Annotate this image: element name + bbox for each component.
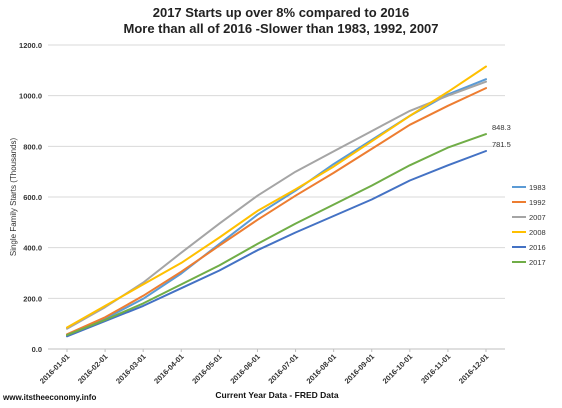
y-axis-label: Single Family Starts (Thousands) — [9, 138, 18, 257]
data-label-2017: 848.3 — [492, 123, 511, 132]
x-tick-label: 2016-09-01 — [343, 352, 376, 385]
chart-subtitle: More than all of 2016 -Slower than 1983,… — [123, 21, 439, 36]
y-tick-label: 1000.0 — [19, 92, 42, 101]
x-tick-label: 2016-01-01 — [38, 352, 71, 385]
x-tick-label: 2016-05-01 — [190, 352, 223, 385]
legend-label-1983: 1983 — [529, 183, 546, 192]
legend-label-2016: 2016 — [529, 243, 546, 252]
x-tick-label: 2016-02-01 — [76, 352, 109, 385]
x-tick-label: 2016-08-01 — [305, 352, 338, 385]
series-line-2016 — [66, 150, 487, 338]
x-tick-label: 2016-11-01 — [419, 352, 452, 385]
x-tick-label: 2016-03-01 — [114, 352, 147, 385]
x-tick-label: 2016-10-01 — [381, 352, 414, 385]
y-tick-label: 200.0 — [23, 294, 42, 303]
series-line-1992 — [66, 87, 487, 336]
series-line-2007 — [66, 80, 487, 330]
footer-source: www.itstheeconomy.info — [3, 393, 97, 402]
x-tick-label: 2016-06-01 — [228, 352, 261, 385]
x-axis-label: Current Year Data - FRED Data — [215, 390, 338, 400]
chart-title: 2017 Starts up over 8% compared to 2016 — [152, 5, 410, 20]
legend-label-2007: 2007 — [529, 213, 546, 222]
legend-label-2008: 2008 — [529, 228, 546, 237]
y-tick-label: 400.0 — [23, 244, 42, 253]
y-tick-label: 1200.0 — [19, 41, 42, 50]
x-tick-label: 2016-04-01 — [152, 352, 185, 385]
series-line-2017 — [66, 133, 487, 337]
x-tick-label: 2016-07-01 — [266, 352, 299, 385]
data-label-2016: 781.5 — [492, 140, 511, 149]
x-tick-label: 2016-12-01 — [457, 352, 490, 385]
y-tick-label: 800.0 — [23, 142, 42, 151]
y-tick-label: 0.0 — [32, 345, 42, 354]
y-tick-label: 600.0 — [23, 193, 42, 202]
legend-label-1992: 1992 — [529, 198, 546, 207]
series-line-2008 — [66, 65, 487, 329]
legend-label-2017: 2017 — [529, 258, 546, 267]
